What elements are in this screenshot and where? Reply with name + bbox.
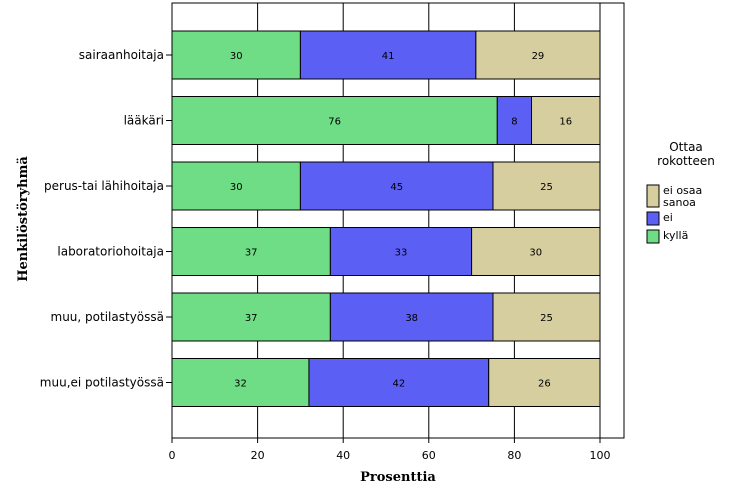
legend-label: kyllä <box>663 229 688 242</box>
data-label: 76 <box>328 117 341 128</box>
x-axis-title: Prosenttia <box>360 470 436 485</box>
category-label: muu,ei potilastyössä <box>40 376 164 390</box>
x-tick-label: 80 <box>507 449 521 462</box>
category-label: laboratoriohoitaja <box>57 245 164 259</box>
data-label: 29 <box>532 51 545 62</box>
data-label: 32 <box>234 379 247 390</box>
data-label: 26 <box>538 379 551 390</box>
category-label: lääkäri <box>124 114 164 128</box>
data-label: 25 <box>540 313 553 324</box>
bar-segment <box>329 227 473 276</box>
x-tick-label: 0 <box>169 449 176 462</box>
data-label: 38 <box>405 313 418 324</box>
legend-swatch <box>646 184 660 208</box>
data-label: 33 <box>395 248 408 259</box>
bar-segment <box>492 292 601 342</box>
bars: 30 41 29 76 8 16 30 45 25 37 33 30 37 38 25 32 42 26 <box>171 30 601 407</box>
bar-segment <box>496 96 533 145</box>
data-label: 41 <box>382 51 395 62</box>
legend-title: rokotteen <box>657 154 715 168</box>
y-axis: sairaanhoitaja lääkäri perus-tai lähihoita… <box>40 48 172 390</box>
bar-segment <box>171 96 498 145</box>
bar-segment <box>171 292 331 342</box>
x-tick-label: 40 <box>336 449 350 462</box>
data-label: 37 <box>245 313 258 324</box>
bar-segment <box>329 292 494 342</box>
bar-segment <box>488 358 601 407</box>
data-label: 8 <box>511 117 517 128</box>
data-label: 42 <box>392 379 405 390</box>
data-label: 30 <box>529 248 542 259</box>
legend-label: ei <box>663 211 673 224</box>
legend-swatch <box>646 211 660 226</box>
x-axis: 0 20 40 60 80 100 <box>169 438 611 462</box>
legend-label: ei osaa <box>663 184 702 197</box>
data-label: 30 <box>230 51 243 62</box>
data-label: 25 <box>540 182 553 193</box>
bar-segment <box>171 227 331 276</box>
bar-segment <box>171 358 310 407</box>
y-axis-title: Henkilöstöryhmä <box>16 156 31 282</box>
data-label: 16 <box>559 117 572 128</box>
bar-segment <box>531 96 601 145</box>
legend-title: Ottaa <box>669 140 703 154</box>
category-label: muu, potilastyössä <box>51 310 164 324</box>
bar-segment <box>492 161 601 211</box>
x-tick-label: 100 <box>590 449 611 462</box>
bar-segment <box>475 30 601 80</box>
data-label: 45 <box>390 182 403 193</box>
data-label: 37 <box>245 248 258 259</box>
x-tick-label: 20 <box>251 449 265 462</box>
data-label: 30 <box>230 182 243 193</box>
category-label: perus-tai lähihoitaja <box>44 179 164 193</box>
legend-label: sanoa <box>663 196 696 209</box>
legend-swatch <box>646 229 660 244</box>
bar-segment <box>471 227 601 276</box>
category-label: sairaanhoitaja <box>79 48 164 62</box>
x-tick-label: 60 <box>422 449 436 462</box>
bar-segment <box>299 161 494 211</box>
